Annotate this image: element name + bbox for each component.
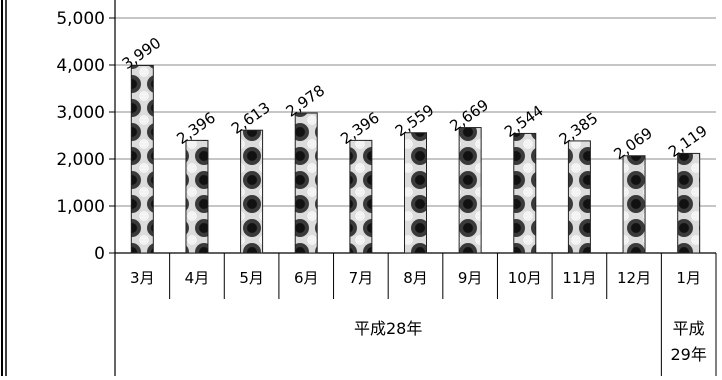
bar (677, 152, 701, 254)
group-label: 平成28年 (354, 319, 422, 338)
bar (294, 112, 318, 254)
group-label-line: 29年 (670, 345, 706, 364)
category-label: 8月 (403, 269, 428, 287)
y-tick-label: 2,000 (56, 150, 105, 170)
category-label: 7月 (349, 269, 374, 287)
y-tick-label: 0 (94, 244, 105, 264)
group-label-line: 平成 (673, 319, 705, 338)
bar (404, 132, 427, 254)
bar (130, 64, 154, 254)
bar (240, 129, 264, 254)
category-label: 1月 (676, 269, 701, 287)
category-label: 4月 (185, 269, 210, 287)
bar (567, 140, 591, 254)
category-label: 10月 (508, 269, 542, 287)
bar (513, 132, 537, 254)
bar (349, 139, 373, 254)
y-tick-label: 3,000 (56, 103, 105, 123)
bar (185, 139, 209, 254)
y-tick-label: 5,000 (56, 9, 105, 29)
category-label: 6月 (294, 269, 319, 287)
category-label: 5月 (239, 269, 264, 287)
y-tick-label: 1,000 (56, 197, 105, 217)
category-label: 3月 (130, 269, 155, 287)
category-label: 9月 (458, 269, 483, 287)
bar (622, 155, 646, 254)
category-label: 11月 (562, 269, 596, 287)
category-label: 12月 (617, 269, 651, 287)
bar (458, 127, 482, 254)
y-tick-label: 4,000 (56, 56, 105, 76)
